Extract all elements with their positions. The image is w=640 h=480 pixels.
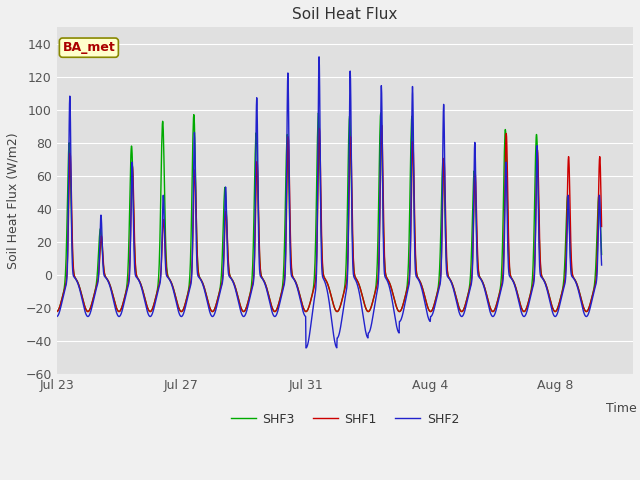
SHF3 — [227, 275, 235, 281]
SHF2 — [302, 345, 310, 351]
Text: BA_met: BA_met — [63, 41, 115, 54]
SHF1 — [53, 309, 61, 314]
Line: SHF3: SHF3 — [57, 113, 602, 312]
Title: Soil Heat Flux: Soil Heat Flux — [292, 7, 397, 22]
SHF3 — [75, 281, 83, 287]
SHF2 — [227, 275, 234, 281]
SHF1 — [75, 281, 83, 287]
SHF2 — [246, 293, 254, 299]
SHF2 — [53, 313, 61, 319]
SHF3 — [191, 166, 199, 171]
SHF3 — [598, 252, 605, 257]
SHF2 — [598, 262, 605, 268]
SHF2 — [75, 283, 83, 288]
Line: SHF2: SHF2 — [57, 57, 602, 348]
SHF3 — [289, 274, 297, 280]
Line: SHF1: SHF1 — [57, 125, 602, 312]
SHF1 — [191, 169, 199, 175]
SHF3 — [53, 309, 61, 314]
SHF2 — [289, 275, 296, 280]
Legend: SHF3, SHF1, SHF2: SHF3, SHF1, SHF2 — [226, 408, 464, 431]
SHF3 — [246, 289, 254, 295]
SHF1 — [378, 122, 385, 128]
SHF1 — [246, 291, 254, 297]
SHF2 — [191, 151, 199, 156]
SHF1 — [400, 299, 408, 305]
SHF1 — [289, 273, 296, 279]
SHF3 — [84, 309, 92, 314]
SHF1 — [227, 275, 234, 280]
X-axis label: Time: Time — [606, 402, 637, 415]
SHF3 — [400, 298, 408, 304]
SHF2 — [315, 54, 323, 60]
SHF3 — [315, 110, 323, 116]
SHF1 — [598, 224, 605, 229]
SHF2 — [400, 305, 408, 311]
Y-axis label: Soil Heat Flux (W/m2): Soil Heat Flux (W/m2) — [7, 132, 20, 269]
